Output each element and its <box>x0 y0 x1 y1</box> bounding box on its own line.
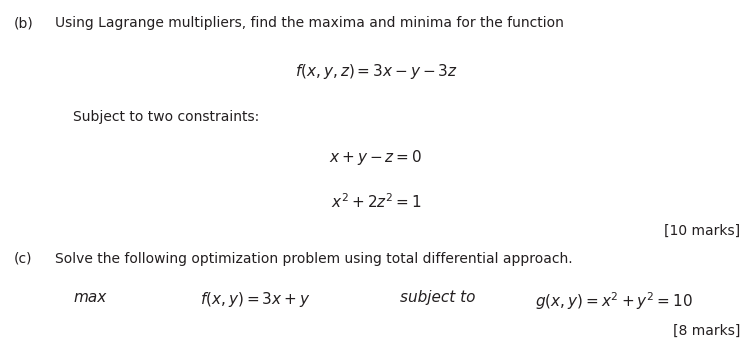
Text: (b): (b) <box>14 16 34 30</box>
Text: (c): (c) <box>14 252 32 266</box>
Text: $f(x, y, z) = 3x - y - 3z$: $f(x, y, z) = 3x - y - 3z$ <box>294 62 457 81</box>
Text: subject to: subject to <box>400 290 475 305</box>
Text: max: max <box>73 290 106 305</box>
Text: Using Lagrange multipliers, find the maxima and minima for the function: Using Lagrange multipliers, find the max… <box>55 16 564 30</box>
Text: Subject to two constraints:: Subject to two constraints: <box>73 110 259 124</box>
Text: [10 marks]: [10 marks] <box>664 224 740 238</box>
Text: $x + y - z = 0$: $x + y - z = 0$ <box>329 148 422 167</box>
Text: [8 marks]: [8 marks] <box>672 324 740 338</box>
Text: $x^2 + 2z^2 = 1$: $x^2 + 2z^2 = 1$ <box>331 192 422 211</box>
Text: Solve the following optimization problem using total differential approach.: Solve the following optimization problem… <box>55 252 572 266</box>
Text: $f(x, y) = 3x + y$: $f(x, y) = 3x + y$ <box>200 290 310 309</box>
Text: $g(x, y) = x^2 + y^2 = 10$: $g(x, y) = x^2 + y^2 = 10$ <box>535 290 693 312</box>
